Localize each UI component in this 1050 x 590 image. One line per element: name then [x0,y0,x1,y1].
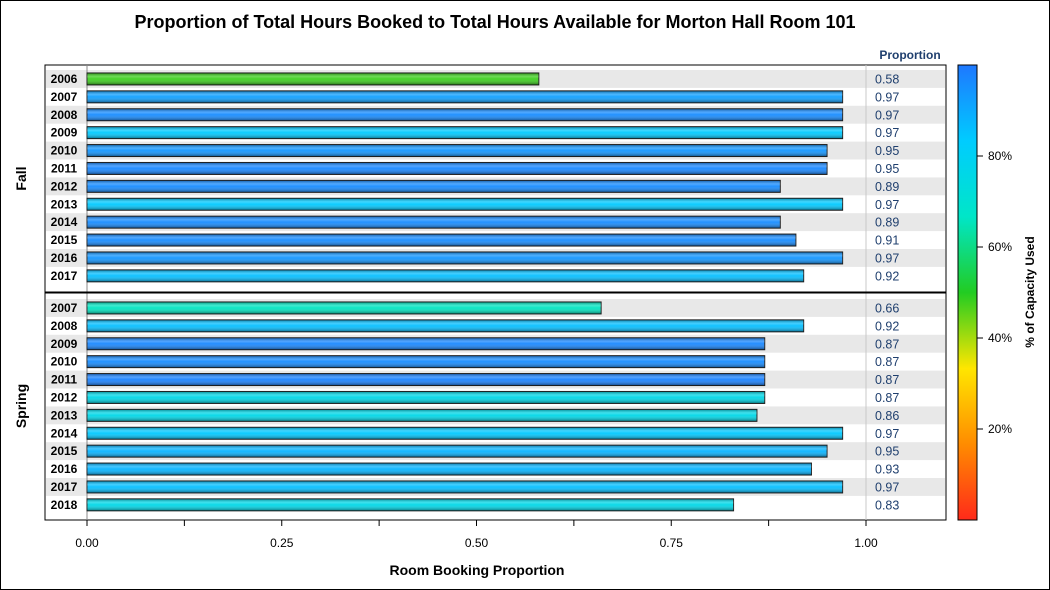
bar-shading [87,355,765,368]
data-label: 0.91 [875,234,899,248]
data-label: 0.87 [875,391,899,405]
data-label: 0.97 [875,427,899,441]
data-label: 0.97 [875,108,899,122]
x-tick-label: 1.00 [854,536,878,550]
legend-tick-label: 80% [988,149,1012,163]
bar-shading [87,234,796,247]
category-label: 2008 [51,319,78,333]
x-tick-label: 0.50 [465,536,489,550]
data-label: 0.97 [875,126,899,140]
data-label: 0.66 [875,301,899,315]
legend-label: % of Capacity Used [1023,236,1037,347]
panels: Fall 2006 0.58 2007 0.97 2008 0.97 2009 0.97 2010… [13,64,947,521]
chart-title: Proportion of Total Hours Booked to Tota… [134,12,855,32]
x-axis-label: Room Booking Proportion [390,562,565,578]
bar-shading [87,463,812,476]
bar-shading [87,319,804,332]
bar-shading [87,108,843,121]
category-label: 2009 [51,337,78,351]
x-tick-label: 0.00 [75,536,99,550]
category-label: 2016 [51,251,78,265]
data-label: 0.97 [875,480,899,494]
x-tick-label: 0.25 [270,536,294,550]
data-label: 0.95 [875,144,899,158]
category-label: 2012 [51,390,78,404]
category-label: 2010 [51,355,78,369]
data-label: 0.87 [875,337,899,351]
data-label: 0.87 [875,373,899,387]
data-label: 0.58 [875,72,899,86]
panel-label-spring: Spring [13,384,29,428]
category-label: 2017 [51,269,78,283]
category-label: 2013 [51,408,78,422]
data-label: 0.92 [875,269,899,283]
bar-shading [87,216,781,229]
x-tick-label: 0.75 [660,536,684,550]
data-label: 0.87 [875,355,899,369]
data-label: 0.83 [875,498,899,512]
category-label: 2018 [51,498,78,512]
data-label: 0.92 [875,319,899,333]
legend-tick-label: 20% [988,422,1012,436]
category-label: 2012 [51,179,78,193]
bar-shading [87,72,539,85]
bar-shading [87,337,765,350]
bar-shading [87,480,843,493]
bar-shading [87,90,843,103]
bar-shading [87,301,602,314]
bar-shading [87,445,828,458]
category-label: 2011 [51,373,77,387]
value-column-header: Proportion [879,48,940,62]
bar-shading [87,180,781,193]
data-label: 0.89 [875,216,899,230]
data-label: 0.95 [875,445,899,459]
data-label: 0.97 [875,251,899,265]
legend-tick-label: 60% [988,240,1012,254]
category-label: 2007 [51,301,78,315]
category-label: 2015 [51,444,78,458]
category-label: 2011 [51,161,77,175]
data-label: 0.97 [875,90,899,104]
category-label: 2008 [51,108,78,122]
category-label: 2006 [51,72,78,86]
bar-shading [87,498,734,511]
bar-shading [87,391,765,404]
category-label: 2007 [51,90,78,104]
bar-shading [87,144,828,157]
x-axis: 0.00 0.25 0.50 0.75 1.00 [75,520,878,550]
bar-shading [87,373,765,386]
panel-fall: Fall 2006 0.58 2007 0.97 2008 0.97 2009 0.97 2010… [13,64,947,293]
bar-shading [87,269,804,282]
bar-shading [87,251,843,264]
category-label: 2013 [51,197,78,211]
panel-spring: Spring 2007 0.66 2008 0.92 2009 0.87 2010 0.87 20… [13,291,947,521]
panel-label-fall: Fall [13,166,29,190]
color-legend: % of Capacity Used 20% 40% 60% 80% [957,64,1037,521]
bar-shading [87,409,757,422]
data-label: 0.93 [875,463,899,477]
bar-shading [87,198,843,211]
category-label: 2015 [51,233,78,247]
legend-colorbar [957,64,978,521]
bar-shading [87,427,843,440]
category-label: 2016 [51,462,78,476]
category-label: 2014 [51,426,78,440]
category-label: 2014 [51,215,78,229]
data-label: 0.86 [875,409,899,423]
category-label: 2010 [51,144,78,158]
data-label: 0.97 [875,198,899,212]
category-label: 2009 [51,126,78,140]
bar-shading [87,162,828,175]
data-label: 0.89 [875,180,899,194]
data-label: 0.95 [875,162,899,176]
category-label: 2017 [51,480,78,494]
bar-shading [87,126,843,139]
legend-tick-label: 40% [988,331,1012,345]
